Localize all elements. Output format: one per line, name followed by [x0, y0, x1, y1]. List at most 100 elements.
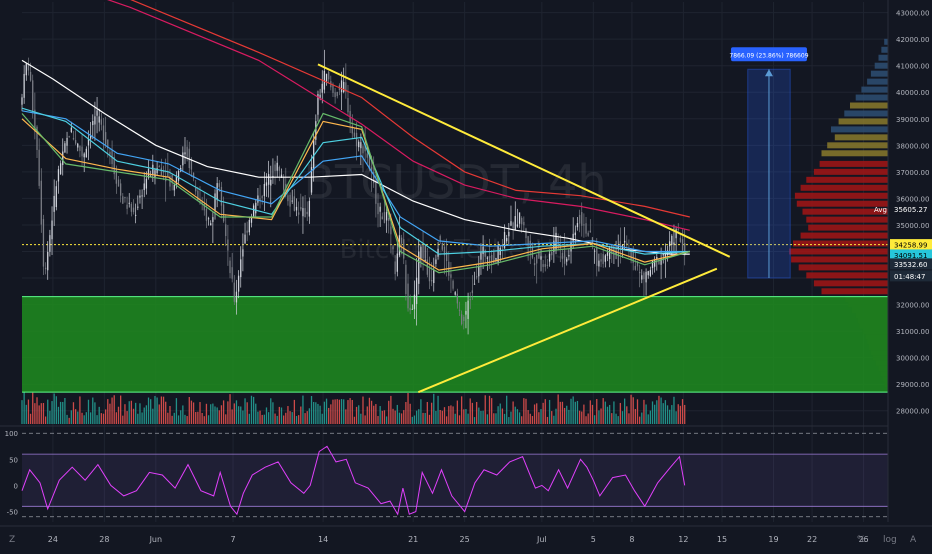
candle-body-16[interactable] [55, 186, 57, 208]
candle-body-271[interactable] [602, 253, 604, 265]
candle-body-114[interactable] [265, 182, 268, 186]
candle-body-21[interactable] [66, 137, 68, 146]
candle-body-85[interactable] [203, 203, 205, 211]
candle-body-219[interactable] [491, 255, 493, 263]
candle-body-118[interactable] [274, 164, 276, 172]
candle-body-220[interactable] [493, 252, 495, 263]
candle-body-112[interactable] [261, 196, 263, 198]
candle-body-137[interactable] [315, 121, 317, 140]
candle-body-181[interactable] [409, 307, 411, 311]
candle-body-263[interactable] [585, 223, 587, 234]
candle-body-232[interactable] [518, 212, 521, 224]
candle-body-216[interactable] [484, 250, 486, 257]
candle-body-34[interactable] [94, 116, 96, 125]
candle-body-115[interactable] [267, 173, 270, 185]
candle-body-282[interactable] [626, 242, 628, 245]
candle-body-286[interactable] [634, 265, 637, 270]
candle-body-121[interactable] [280, 174, 283, 178]
candle-body-169[interactable] [383, 212, 386, 223]
trendline-lower[interactable] [417, 267, 718, 394]
candle-body-205[interactable] [461, 314, 463, 325]
candle-body-254[interactable] [566, 258, 568, 262]
candle-body-278[interactable] [617, 245, 619, 249]
candle-body-86[interactable] [205, 209, 208, 221]
candle-body-20[interactable] [64, 143, 66, 153]
candle-body-143[interactable] [328, 71, 330, 80]
candle-body-47[interactable] [122, 196, 124, 204]
candle-body-258[interactable] [574, 232, 576, 236]
candle-body-54[interactable] [137, 206, 139, 208]
candle-body-64[interactable] [158, 166, 160, 168]
candle-body-189[interactable] [426, 259, 428, 275]
candle-body-0[interactable] [21, 97, 23, 105]
candle-body-294[interactable] [651, 260, 654, 268]
candle-body-119[interactable] [276, 162, 278, 171]
candle-body-125[interactable] [289, 194, 291, 207]
candle-body-124[interactable] [287, 195, 289, 202]
candle-body-61[interactable] [152, 164, 154, 175]
candle-body-214[interactable] [480, 252, 482, 260]
candle-body-23[interactable] [70, 127, 72, 133]
candle-body-12[interactable] [47, 251, 49, 271]
candle-body-163[interactable] [370, 167, 373, 173]
candle-body-175[interactable] [396, 253, 398, 272]
candle-body-99[interactable] [233, 282, 235, 302]
candle-body-299[interactable] [662, 253, 664, 256]
candle-body-28[interactable] [81, 146, 83, 157]
candle-body-304[interactable] [673, 242, 675, 245]
candle-body-166[interactable] [377, 203, 379, 215]
candle-body-234[interactable] [523, 221, 525, 226]
candle-body-95[interactable] [225, 224, 227, 237]
candle-body-242[interactable] [540, 256, 542, 260]
candle-body-110[interactable] [257, 195, 259, 203]
candle-body-239[interactable] [533, 263, 536, 266]
candle-body-138[interactable] [317, 93, 319, 115]
candle-body-96[interactable] [227, 239, 229, 251]
candle-body-44[interactable] [115, 168, 118, 184]
candle-body-89[interactable] [212, 217, 214, 222]
candle-body-90[interactable] [214, 193, 216, 211]
candle-body-15[interactable] [53, 195, 55, 212]
candle-body-50[interactable] [128, 202, 130, 204]
candle-body-88[interactable] [210, 223, 212, 226]
candle-body-208[interactable] [467, 300, 469, 319]
candle-body-104[interactable] [244, 234, 246, 244]
candle-body-72[interactable] [175, 175, 178, 185]
candle-body-203[interactable] [456, 293, 459, 304]
candle-body-185[interactable] [418, 251, 420, 284]
candle-body-9[interactable] [40, 180, 42, 225]
candle-body-215[interactable] [482, 246, 484, 255]
candle-body-94[interactable] [222, 204, 225, 222]
log-toggle[interactable]: log [883, 535, 897, 545]
candle-body-190[interactable] [428, 268, 431, 282]
candle-body-5[interactable] [32, 80, 34, 111]
candle-body-55[interactable] [139, 195, 141, 198]
candle-body-295[interactable] [654, 259, 656, 267]
candle-body-103[interactable] [242, 249, 244, 257]
candle-body-198[interactable] [445, 251, 448, 262]
candle-body-62[interactable] [154, 170, 156, 178]
candle-body-191[interactable] [430, 280, 433, 282]
candle-body-71[interactable] [173, 184, 175, 191]
candle-body-302[interactable] [669, 241, 671, 247]
candle-body-45[interactable] [117, 179, 120, 187]
candle-body-38[interactable] [102, 125, 105, 141]
candle-body-159[interactable] [362, 146, 364, 154]
candle-body-63[interactable] [156, 168, 158, 174]
candle-body-255[interactable] [568, 254, 570, 257]
candle-body-108[interactable] [252, 205, 255, 218]
candle-body-158[interactable] [360, 142, 362, 149]
candle-body-24[interactable] [72, 137, 75, 140]
candle-body-194[interactable] [437, 248, 439, 257]
candle-body-238[interactable] [531, 246, 534, 258]
candle-body-288[interactable] [639, 272, 641, 274]
candle-body-7[interactable] [36, 126, 38, 151]
candle-body-70[interactable] [171, 174, 173, 183]
candle-body-10[interactable] [42, 219, 45, 267]
candle-body-77[interactable] [186, 146, 188, 157]
candle-body-78[interactable] [188, 148, 190, 169]
candle-body-139[interactable] [319, 94, 321, 98]
candle-body-79[interactable] [190, 159, 193, 170]
candle-body-222[interactable] [497, 245, 499, 263]
